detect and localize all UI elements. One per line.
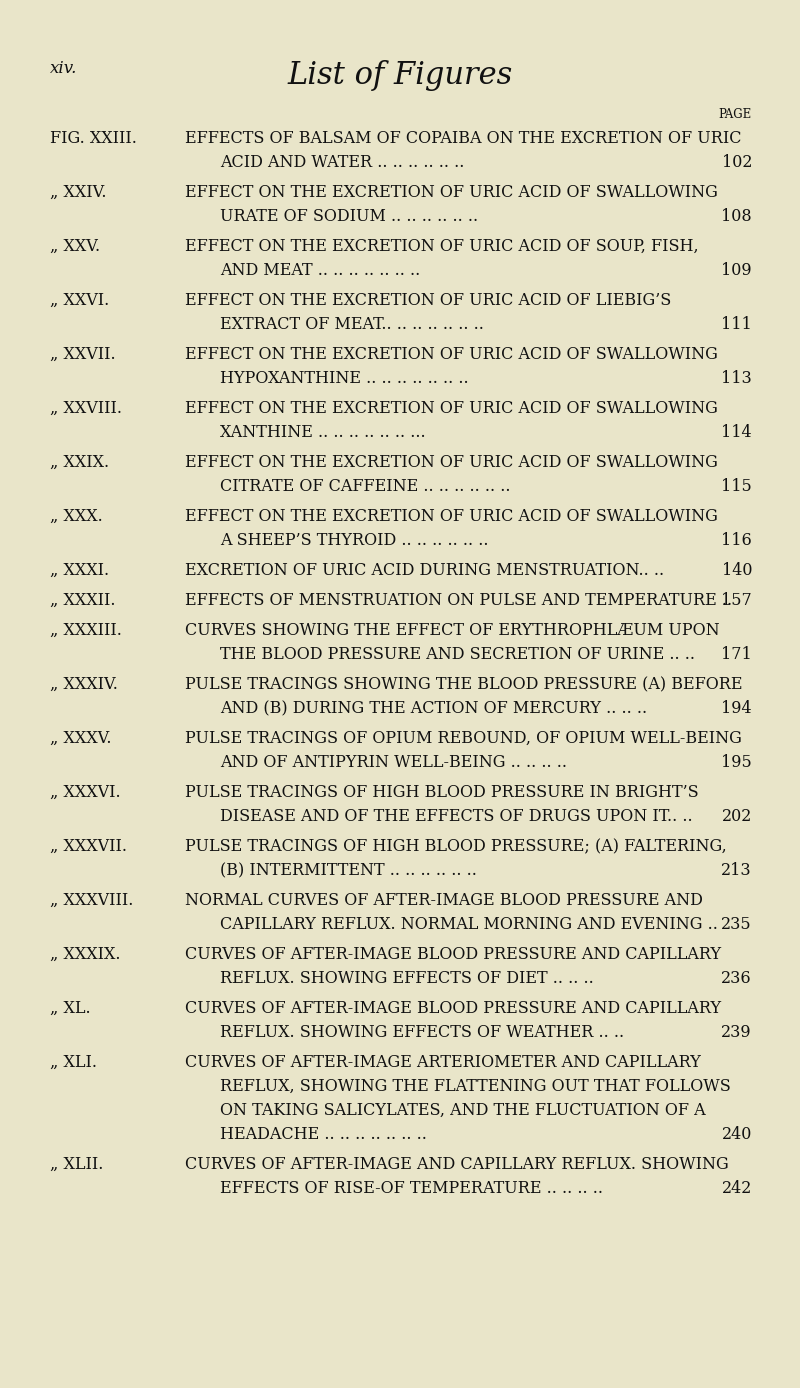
Text: 202: 202 xyxy=(722,808,752,824)
Text: „ XXXVIII.: „ XXXVIII. xyxy=(50,892,134,909)
Text: 235: 235 xyxy=(722,916,752,933)
Text: „ XXXIX.: „ XXXIX. xyxy=(50,947,121,963)
Text: HEADACHE .. .. .. .. .. .. ..: HEADACHE .. .. .. .. .. .. .. xyxy=(220,1126,427,1142)
Text: „ XXV.: „ XXV. xyxy=(50,237,100,255)
Text: EFFECT ON THE EXCRETION OF URIC ACID OF SWALLOWING: EFFECT ON THE EXCRETION OF URIC ACID OF … xyxy=(185,185,718,201)
Text: „ XL.: „ XL. xyxy=(50,999,90,1017)
Text: CURVES SHOWING THE EFFECT OF ERYTHROPHLÆUM UPON: CURVES SHOWING THE EFFECT OF ERYTHROPHLÆ… xyxy=(185,622,720,638)
Text: CURVES OF AFTER-IMAGE ARTERIOMETER AND CAPILLARY: CURVES OF AFTER-IMAGE ARTERIOMETER AND C… xyxy=(185,1053,701,1072)
Text: EXCRETION OF URIC ACID DURING MENSTRUATION.. ..: EXCRETION OF URIC ACID DURING MENSTRUATI… xyxy=(185,562,664,579)
Text: (B) INTERMITTENT .. .. .. .. .. ..: (B) INTERMITTENT .. .. .. .. .. .. xyxy=(220,862,477,879)
Text: 157: 157 xyxy=(722,593,752,609)
Text: URATE OF SODIUM .. .. .. .. .. ..: URATE OF SODIUM .. .. .. .. .. .. xyxy=(220,208,478,225)
Text: ON TAKING SALICYLATES, AND THE FLUCTUATION OF A: ON TAKING SALICYLATES, AND THE FLUCTUATI… xyxy=(220,1102,706,1119)
Text: 171: 171 xyxy=(722,645,752,663)
Text: EFFECTS OF RISE-OF TEMPERATURE .. .. .. ..: EFFECTS OF RISE-OF TEMPERATURE .. .. .. … xyxy=(220,1180,603,1196)
Text: CURVES OF AFTER-IMAGE BLOOD PRESSURE AND CAPILLARY: CURVES OF AFTER-IMAGE BLOOD PRESSURE AND… xyxy=(185,947,721,963)
Text: 116: 116 xyxy=(722,532,752,550)
Text: „ XXIV.: „ XXIV. xyxy=(50,185,106,201)
Text: 239: 239 xyxy=(722,1024,752,1041)
Text: FIG. XXIII.: FIG. XXIII. xyxy=(50,130,137,147)
Text: 240: 240 xyxy=(722,1126,752,1142)
Text: „ XLII.: „ XLII. xyxy=(50,1156,103,1173)
Text: „ XXVII.: „ XXVII. xyxy=(50,346,116,364)
Text: 111: 111 xyxy=(722,316,752,333)
Text: 113: 113 xyxy=(722,371,752,387)
Text: „ XXX.: „ XXX. xyxy=(50,508,102,525)
Text: 236: 236 xyxy=(722,970,752,987)
Text: „ XXVI.: „ XXVI. xyxy=(50,291,110,310)
Text: „ XXXIII.: „ XXXIII. xyxy=(50,622,122,638)
Text: HYPOXANTHINE .. .. .. .. .. .. ..: HYPOXANTHINE .. .. .. .. .. .. .. xyxy=(220,371,469,387)
Text: CURVES OF AFTER-IMAGE BLOOD PRESSURE AND CAPILLARY: CURVES OF AFTER-IMAGE BLOOD PRESSURE AND… xyxy=(185,999,721,1017)
Text: 109: 109 xyxy=(722,262,752,279)
Text: 195: 195 xyxy=(722,754,752,770)
Text: 242: 242 xyxy=(722,1180,752,1196)
Text: PULSE TRACINGS SHOWING THE BLOOD PRESSURE (A) BEFORE: PULSE TRACINGS SHOWING THE BLOOD PRESSUR… xyxy=(185,676,742,693)
Text: CURVES OF AFTER-IMAGE AND CAPILLARY REFLUX. SHOWING: CURVES OF AFTER-IMAGE AND CAPILLARY REFL… xyxy=(185,1156,729,1173)
Text: List of Figures: List of Figures xyxy=(287,60,513,92)
Text: „ XXXIV.: „ XXXIV. xyxy=(50,676,118,693)
Text: „ XXXVII.: „ XXXVII. xyxy=(50,838,127,855)
Text: „ XXXII.: „ XXXII. xyxy=(50,593,115,609)
Text: 102: 102 xyxy=(722,154,752,171)
Text: EFFECTS OF MENSTRUATION ON PULSE AND TEMPERATURE ..: EFFECTS OF MENSTRUATION ON PULSE AND TEM… xyxy=(185,593,732,609)
Text: NORMAL CURVES OF AFTER-IMAGE BLOOD PRESSURE AND: NORMAL CURVES OF AFTER-IMAGE BLOOD PRESS… xyxy=(185,892,703,909)
Text: 114: 114 xyxy=(722,423,752,441)
Text: „ XXVIII.: „ XXVIII. xyxy=(50,400,122,416)
Text: 213: 213 xyxy=(722,862,752,879)
Text: xiv.: xiv. xyxy=(50,60,78,76)
Text: XANTHINE .. .. .. .. .. .. ...: XANTHINE .. .. .. .. .. .. ... xyxy=(220,423,426,441)
Text: 194: 194 xyxy=(722,700,752,718)
Text: PAGE: PAGE xyxy=(718,108,752,121)
Text: REFLUX. SHOWING EFFECTS OF WEATHER .. ..: REFLUX. SHOWING EFFECTS OF WEATHER .. .. xyxy=(220,1024,624,1041)
Text: AND MEAT .. .. .. .. .. .. ..: AND MEAT .. .. .. .. .. .. .. xyxy=(220,262,420,279)
Text: REFLUX, SHOWING THE FLATTENING OUT THAT FOLLOWS: REFLUX, SHOWING THE FLATTENING OUT THAT … xyxy=(220,1078,730,1095)
Text: EFFECT ON THE EXCRETION OF URIC ACID OF SWALLOWING: EFFECT ON THE EXCRETION OF URIC ACID OF … xyxy=(185,508,718,525)
Text: EFFECT ON THE EXCRETION OF URIC ACID OF SWALLOWING: EFFECT ON THE EXCRETION OF URIC ACID OF … xyxy=(185,400,718,416)
Text: 115: 115 xyxy=(722,477,752,496)
Text: „ XXXI.: „ XXXI. xyxy=(50,562,109,579)
Text: EXTRACT OF MEAT.. .. .. .. .. .. ..: EXTRACT OF MEAT.. .. .. .. .. .. .. xyxy=(220,316,484,333)
Text: EFFECT ON THE EXCRETION OF URIC ACID OF SOUP, FISH,: EFFECT ON THE EXCRETION OF URIC ACID OF … xyxy=(185,237,698,255)
Text: EFFECT ON THE EXCRETION OF URIC ACID OF SWALLOWING: EFFECT ON THE EXCRETION OF URIC ACID OF … xyxy=(185,454,718,471)
Text: A SHEEP’S THYROID .. .. .. .. .. ..: A SHEEP’S THYROID .. .. .. .. .. .. xyxy=(220,532,489,550)
Text: „ XLI.: „ XLI. xyxy=(50,1053,97,1072)
Text: EFFECT ON THE EXCRETION OF URIC ACID OF SWALLOWING: EFFECT ON THE EXCRETION OF URIC ACID OF … xyxy=(185,346,718,364)
Text: PULSE TRACINGS OF HIGH BLOOD PRESSURE IN BRIGHT’S: PULSE TRACINGS OF HIGH BLOOD PRESSURE IN… xyxy=(185,784,698,801)
Text: PULSE TRACINGS OF OPIUM REBOUND, OF OPIUM WELL-BEING: PULSE TRACINGS OF OPIUM REBOUND, OF OPIU… xyxy=(185,730,742,747)
Text: EFFECT ON THE EXCRETION OF URIC ACID OF LIEBIG’S: EFFECT ON THE EXCRETION OF URIC ACID OF … xyxy=(185,291,671,310)
Text: ACID AND WATER .. .. .. .. .. ..: ACID AND WATER .. .. .. .. .. .. xyxy=(220,154,464,171)
Text: „ XXXV.: „ XXXV. xyxy=(50,730,111,747)
Text: „ XXXVI.: „ XXXVI. xyxy=(50,784,121,801)
Text: DISEASE AND OF THE EFFECTS OF DRUGS UPON IT.. ..: DISEASE AND OF THE EFFECTS OF DRUGS UPON… xyxy=(220,808,693,824)
Text: „ XXIX.: „ XXIX. xyxy=(50,454,109,471)
Text: REFLUX. SHOWING EFFECTS OF DIET .. .. ..: REFLUX. SHOWING EFFECTS OF DIET .. .. .. xyxy=(220,970,594,987)
Text: CAPILLARY REFLUX. NORMAL MORNING AND EVENING ..: CAPILLARY REFLUX. NORMAL MORNING AND EVE… xyxy=(220,916,718,933)
Text: PULSE TRACINGS OF HIGH BLOOD PRESSURE; (A) FALTERING,: PULSE TRACINGS OF HIGH BLOOD PRESSURE; (… xyxy=(185,838,726,855)
Text: AND OF ANTIPYRIN WELL-BEING .. .. .. ..: AND OF ANTIPYRIN WELL-BEING .. .. .. .. xyxy=(220,754,567,770)
Text: AND (B) DURING THE ACTION OF MERCURY .. .. ..: AND (B) DURING THE ACTION OF MERCURY .. … xyxy=(220,700,647,718)
Text: THE BLOOD PRESSURE AND SECRETION OF URINE .. ..: THE BLOOD PRESSURE AND SECRETION OF URIN… xyxy=(220,645,695,663)
Text: CITRATE OF CAFFEINE .. .. .. .. .. ..: CITRATE OF CAFFEINE .. .. .. .. .. .. xyxy=(220,477,510,496)
Text: 140: 140 xyxy=(722,562,752,579)
Text: 108: 108 xyxy=(722,208,752,225)
Text: EFFECTS OF BALSAM OF COPAIBA ON THE EXCRETION OF URIC: EFFECTS OF BALSAM OF COPAIBA ON THE EXCR… xyxy=(185,130,742,147)
